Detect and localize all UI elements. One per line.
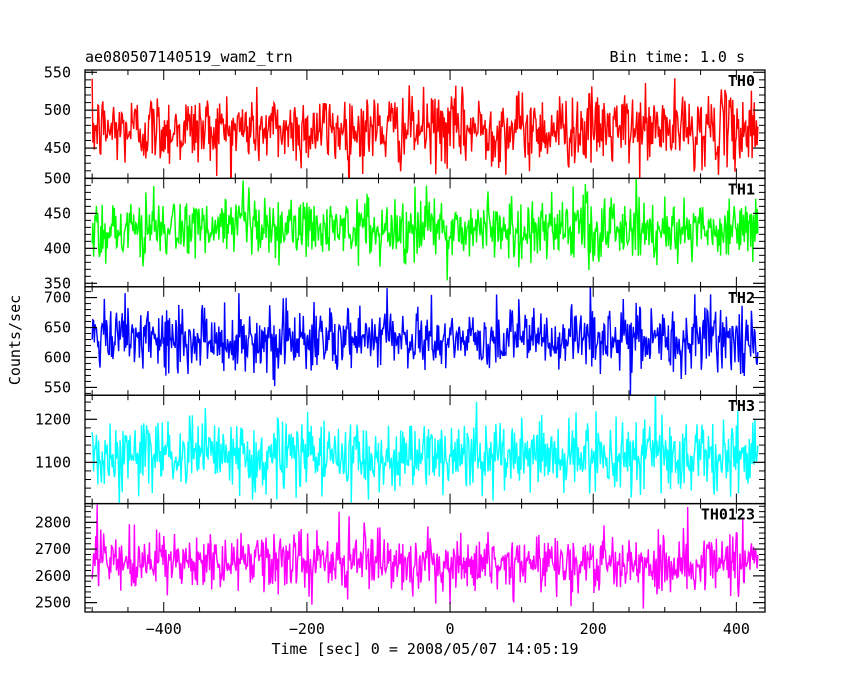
series-line-th1 [91,178,759,281]
y-tick-label: 650 [44,319,71,337]
y-tick-label: 400 [44,239,71,257]
series-label: TH0 [728,72,755,90]
x-tick-label: 0 [446,620,455,638]
y-tick-label: 1100 [35,453,71,471]
x-tick-label: −200 [289,620,325,638]
series-label: TH1 [728,180,755,198]
y-tick-label: 550 [44,63,71,81]
y-tick-label: 700 [44,289,71,307]
series-line-th2 [91,286,759,395]
chart-title: ae080507140519_wam2_trn [85,48,293,66]
y-tick-label: 450 [44,139,71,157]
panel-th1: 350 400 450 500 TH1 [44,169,766,292]
x-tick-label: 400 [723,620,750,638]
y-tick-label: 600 [44,348,71,366]
y-tick-label: 2700 [35,540,71,558]
series-label: TH3 [728,397,755,415]
series-line-th0 [91,78,759,179]
y-tick-label: 500 [44,169,71,187]
x-axis-label: Time [sec] 0 = 2008/05/07 14:05:19 [271,640,578,658]
y-tick-label: 2800 [35,513,71,531]
y-tick-label: 450 [44,204,71,222]
panel-frame [84,502,766,613]
y-tick-label: 500 [44,101,71,119]
panel-th0123: 2500 2600 2700 2800 TH0123 [35,502,766,613]
series-line-th3 [91,395,759,504]
x-tick-label: −400 [146,620,182,638]
panel-th3: 1100 1200 TH3 [35,394,766,505]
panel-th0: 450 500 550 TH0 [44,63,766,180]
series-label: TH2 [728,289,755,307]
series-label: TH0123 [701,506,755,524]
y-tick-label: 1200 [35,410,71,428]
y-tick-label: 350 [44,274,71,292]
y-tick-label: 2500 [35,594,71,612]
x-tick-label: 200 [580,620,607,638]
panel-th2: 550 600 650 700 TH2 [44,286,766,396]
panels-group: 450 500 550 TH0 350 400 450 500 TH1 550 600 650 700 T… [35,63,766,638]
series-line-th0123 [91,504,759,609]
y-tick-label: 2600 [35,567,71,585]
y-tick-label: 550 [44,378,71,396]
bin-time-label: Bin time: 1.0 s [610,48,745,66]
y-axis-label: Counts/sec [6,295,24,385]
